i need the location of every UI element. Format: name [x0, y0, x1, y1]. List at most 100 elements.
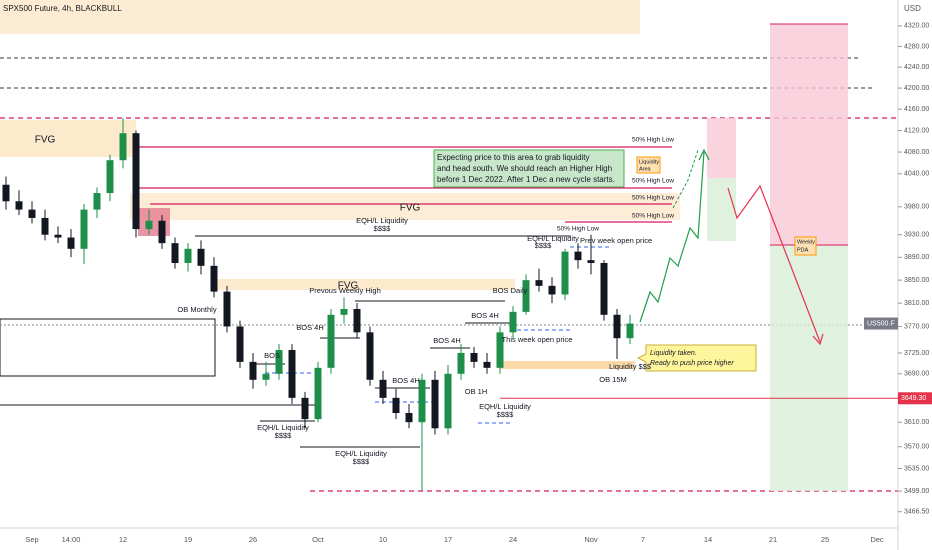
fvg-zone	[0, 120, 136, 157]
y-tick-label: 3610.00	[904, 419, 929, 426]
x-tick-label: 21	[769, 535, 777, 544]
y-tick-label: 3690.00	[904, 371, 929, 378]
arrow-head	[812, 333, 824, 346]
annotation: BOS	[264, 351, 280, 360]
y-tick-label: 3570.00	[904, 444, 929, 451]
label-text: Area	[639, 166, 652, 172]
x-tick-label: 24	[509, 535, 517, 544]
x-tick-label: Sep	[25, 535, 38, 544]
symbol-label-bg	[864, 317, 898, 330]
target-zone	[770, 245, 848, 491]
annotation: FVG	[35, 135, 56, 146]
price-label: 3649.30	[901, 395, 926, 402]
annotation: EQH/L Liquidity	[257, 423, 309, 432]
x-tick-label: Nov	[584, 535, 598, 544]
annotation: BOS 4H	[392, 376, 420, 385]
x-tick-label: Oct	[312, 535, 325, 544]
callout	[636, 344, 757, 372]
annotation: 50% High Low	[632, 137, 674, 144]
note-box	[433, 149, 625, 188]
candle-body	[197, 248, 205, 266]
candle-body	[613, 314, 621, 339]
annotation: BOS 4H	[296, 323, 324, 332]
annotation: BOS Daily	[493, 286, 528, 295]
candle-body	[119, 133, 127, 161]
x-tick-label: 12	[119, 535, 127, 544]
label-box	[794, 236, 817, 256]
y-tick-label: 3466.50	[904, 509, 929, 516]
annotation: EQH/L Liquidity	[335, 449, 387, 458]
annotation: OB 15M	[599, 375, 627, 384]
x-tick-label: 7	[641, 535, 645, 544]
y-tick-label: 4160.00	[904, 106, 929, 113]
projection-arrow	[639, 151, 705, 323]
annotation: 50% High Low	[557, 226, 599, 233]
annotation: 50% High Low	[632, 195, 674, 202]
zone	[0, 0, 640, 34]
y-tick-label: 3980.00	[904, 204, 929, 211]
candle-body	[314, 367, 322, 420]
annotation: EQH/L Liquidity	[356, 216, 408, 225]
annotation: BOS 4H	[433, 336, 461, 345]
y-tick-label: 3499.00	[904, 488, 929, 495]
y-tick-label: 3725.00	[904, 350, 929, 357]
candle-body	[561, 251, 569, 295]
candle-body	[93, 193, 101, 210]
annotation: 50% High Low	[632, 213, 674, 220]
callout-text: Liquidity taken.	[650, 350, 697, 357]
candle-body	[15, 201, 23, 210]
y-axis-bg	[898, 0, 932, 550]
y-tick-label: 4120.00	[904, 127, 929, 134]
annotation: $$$$	[374, 224, 392, 233]
x-tick-label: 14:00	[62, 535, 81, 544]
candle-body	[457, 352, 465, 374]
label-text: PDA	[797, 247, 809, 253]
stop-zone	[770, 24, 848, 245]
candle-body	[574, 251, 582, 261]
y-tick-label: 4240.00	[904, 64, 929, 71]
projection-arrow	[672, 149, 699, 209]
note-text: Expecting price to this area to grab liq…	[437, 153, 590, 162]
candle-body	[262, 373, 270, 380]
candle-body	[626, 323, 634, 339]
annotation: Prevous Weekly High	[309, 286, 381, 295]
symbol-label: US500.F	[867, 320, 895, 327]
annotation: Liquidity $$$	[609, 362, 652, 371]
annotation: $$$$	[535, 241, 553, 250]
candle-body	[223, 291, 231, 327]
y-tick-label: 4320.00	[904, 23, 929, 30]
y-tick-label: 4040.00	[904, 171, 929, 178]
candle-body	[106, 160, 114, 194]
candle-body	[158, 220, 166, 244]
callout-text: Ready to push price higher	[650, 360, 734, 367]
x-tick-label: Dec	[870, 535, 884, 544]
candle-body	[67, 237, 75, 249]
candle-body	[379, 379, 387, 398]
candle-body	[522, 280, 530, 312]
label-text: Liquidity	[639, 159, 659, 165]
annotation: FVG	[400, 203, 421, 214]
candle-body	[28, 209, 36, 218]
annotation: This week open price	[502, 335, 573, 344]
candle-body	[483, 361, 491, 368]
candle-body	[2, 184, 10, 202]
x-tick-label: 25	[821, 535, 829, 544]
fvg-zone	[130, 193, 680, 220]
candle-body	[145, 220, 153, 230]
y-tick-label: 4080.00	[904, 149, 929, 156]
candle-body	[301, 397, 309, 420]
candle-body	[275, 350, 283, 374]
x-tick-label: 19	[184, 535, 192, 544]
candle-body	[366, 332, 374, 380]
candle-body	[418, 379, 426, 423]
annotation: 50% High Low	[632, 178, 674, 185]
annotation: BOS 4H	[471, 311, 499, 320]
candle-body	[132, 133, 140, 230]
arrow-head	[698, 148, 710, 161]
y-tick-label: 4280.00	[904, 43, 929, 50]
candle-body	[80, 209, 88, 249]
target-zone	[707, 178, 736, 241]
x-tick-label: 10	[379, 535, 387, 544]
stop-zone	[707, 118, 736, 178]
